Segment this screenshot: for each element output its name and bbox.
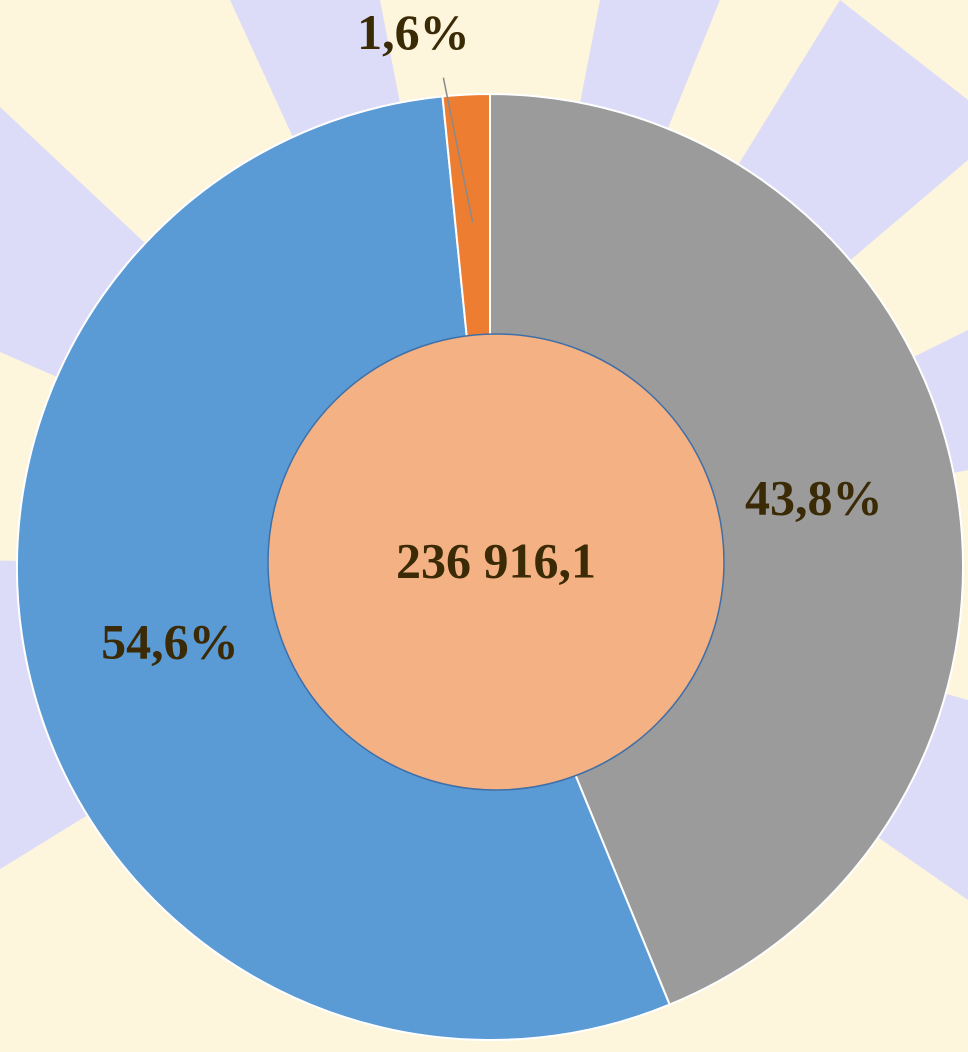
chart: 236 916,1 43,8% 54,6% 1,6% (0, 0, 968, 1052)
data-label: 43,8% (745, 470, 883, 526)
data-label: 54,6% (101, 614, 239, 670)
page: 236 916,143,8%54,6%1,6% (() => { const d… (0, 0, 968, 1052)
data-label: 1,6% (357, 4, 470, 60)
center-label: 236 916,1 (396, 532, 596, 588)
